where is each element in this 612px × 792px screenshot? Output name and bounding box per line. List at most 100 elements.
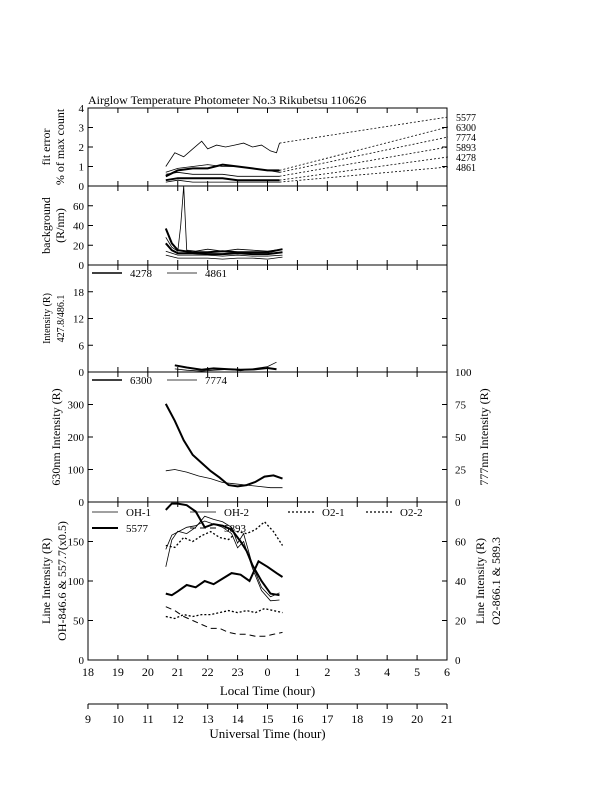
y-tick-label: 4: [79, 103, 85, 115]
x-tick-label-local: 18: [82, 665, 94, 679]
legend-label: O2-2: [400, 507, 423, 519]
legend-label: 7774: [205, 375, 228, 387]
y-tick-label: 200: [68, 432, 85, 444]
series-4861: [165, 179, 280, 183]
y-tick-label-right: 100: [455, 367, 472, 379]
x-tick-label-ut: 14: [232, 712, 244, 726]
series-label: 7774: [456, 133, 476, 144]
x-axis-label-ut: Universal Time (hour): [209, 726, 325, 741]
label-connector: [279, 126, 449, 171]
series-5893: [165, 171, 280, 177]
y-tick-label-right: 40: [455, 576, 467, 588]
y-axis-label: 427.8/486.1: [56, 295, 67, 343]
series-label: 4278: [456, 153, 476, 164]
x-tick-label-local: 0: [265, 665, 271, 679]
series-6300: [164, 403, 283, 488]
panel-frame: [87, 107, 448, 187]
y-tick-label: 20: [73, 240, 85, 252]
panel-blue-lines: 0 6 12 18 Intensity (R) 427.8/486.1 4278 4861: [42, 264, 448, 379]
x-axis-label-local: Local Time (hour): [220, 683, 315, 698]
series-label: 4861: [456, 163, 476, 174]
y-tick-label: 100: [68, 465, 85, 477]
y-axis-label-left: Line Intensity (R): [39, 538, 53, 624]
y-tick-label: 6: [79, 340, 85, 352]
series-bg-1: [164, 228, 283, 254]
y-tick-label: 3: [79, 123, 85, 135]
y-tick-label-right: 20: [455, 616, 467, 628]
x-tick-label-ut: 12: [172, 712, 184, 726]
series-label: 5577: [456, 113, 476, 124]
y-axis-label-right: Line Intensity (R): [473, 538, 487, 624]
y-tick-label: 150: [68, 537, 85, 549]
y-tick-label-right: 50: [455, 432, 467, 444]
x-tick-label-ut: 20: [411, 712, 423, 726]
y-tick-label: 0: [79, 260, 85, 272]
x-tick-label-local: 19: [112, 665, 124, 679]
series-O2-2: [165, 607, 283, 620]
x-tick-label-ut: 11: [142, 712, 154, 726]
legend-label: OH-1: [126, 507, 151, 519]
series-bg-3: [165, 250, 283, 257]
series-4278: [165, 177, 280, 182]
panel-fit-error: 0 1 2 3 4 fit error% of max count 557763007774…: [39, 103, 476, 193]
legend-label: 4278: [130, 268, 153, 280]
x-tick-label-ut: 13: [202, 712, 214, 726]
y-tick-label: 0: [79, 497, 85, 509]
y-tick-label: 0: [79, 181, 85, 193]
x-tick-label-local: 6: [444, 665, 450, 679]
y-axis-label: (R/nm): [53, 208, 67, 243]
series-bg-2: [165, 242, 283, 256]
y-tick-label: 12: [73, 314, 84, 326]
legend-label: 5577: [126, 523, 149, 535]
x-tick-label-local: 3: [354, 665, 360, 679]
legend-label: 4861: [205, 268, 227, 280]
series-label: 5893: [456, 143, 476, 154]
chart-title: Airglow Temperature Photometer No.3 Riku…: [88, 93, 366, 107]
y-tick-label: 40: [73, 221, 85, 233]
series-bg-0: [165, 185, 283, 252]
label-connector: [279, 166, 449, 183]
y-axis-label-right: 777nm Intensity (R): [477, 388, 491, 485]
x-tick-label-ut: 16: [291, 712, 303, 726]
x-tick-label-local: 23: [232, 665, 244, 679]
series-OH-2: [165, 520, 280, 602]
x-tick-label-local: 2: [324, 665, 330, 679]
y-tick-label: 0: [79, 367, 85, 379]
x-tick-label-local: 20: [142, 665, 154, 679]
y-tick-label: 1: [79, 162, 85, 174]
y-axis-label: % of max count: [53, 108, 67, 185]
x-tick-label-ut: 15: [262, 712, 274, 726]
label-connector: [279, 146, 449, 177]
y-tick-label: 50: [73, 616, 85, 628]
series-7774: [165, 469, 283, 489]
series-bg-4: [165, 254, 283, 260]
panel-red-lines: 0 100 200 300 0 25 50 75 100 630nm Intensity (R) 7…: [49, 367, 491, 509]
x-tick-label-ut: 9: [85, 712, 91, 726]
x-tick-label-local: 1: [294, 665, 300, 679]
y-tick-label-right: 75: [455, 400, 467, 412]
legend-label: OH-2: [224, 507, 249, 519]
legend-label: 6300: [130, 375, 153, 387]
y-tick-label: 60: [73, 201, 85, 213]
series-OH-1: [165, 515, 280, 598]
series-5577-upper: [165, 502, 280, 597]
panel-background: 0 20 40 60 background (R/nm): [39, 185, 448, 272]
y-tick-label: 2: [79, 142, 85, 154]
y-tick-label-right: 60: [455, 537, 467, 549]
x-tick-label-local: 21: [172, 665, 184, 679]
label-connector: [279, 136, 449, 173]
y-tick-label-right: 0: [455, 497, 461, 509]
y-tick-label: 300: [68, 400, 85, 412]
y-axis-label: fit error: [39, 129, 53, 166]
label-connector: [279, 116, 449, 144]
y-tick-label-right: 0: [455, 655, 461, 667]
x-tick-label-ut: 17: [321, 712, 333, 726]
y-axis-label: Intensity (R): [42, 293, 53, 344]
x-tick-label-local: 5: [414, 665, 420, 679]
y-axis-label-left: OH-846.6 & 557.7(x0.5): [55, 521, 69, 641]
label-connector: [279, 156, 449, 181]
series-4861: [174, 361, 277, 372]
